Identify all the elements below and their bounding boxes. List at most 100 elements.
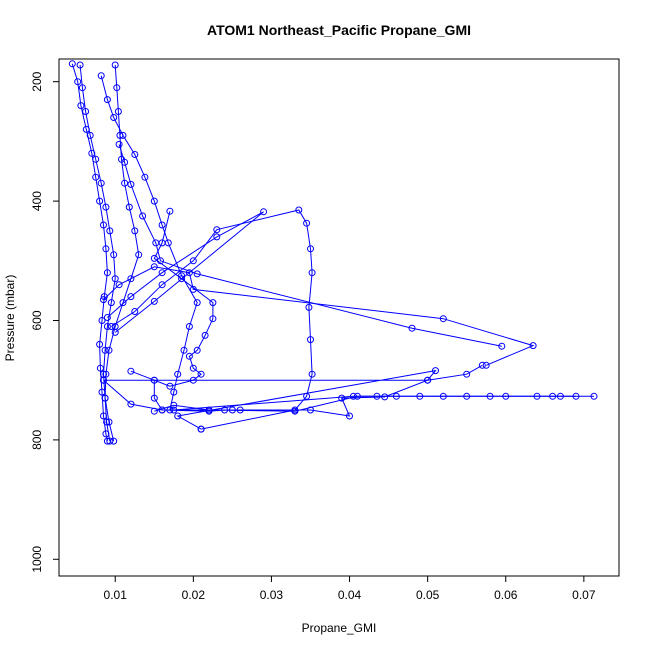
- data-point: [96, 364, 104, 372]
- data-point: [213, 233, 221, 241]
- series-line: [103, 364, 483, 417]
- series-line: [173, 395, 576, 411]
- data-point: [295, 206, 303, 214]
- data-point: [197, 425, 205, 433]
- series-layer: [68, 60, 598, 445]
- data-point: [373, 392, 381, 400]
- data-point: [107, 299, 115, 307]
- data-point: [170, 401, 178, 409]
- data-point: [307, 336, 314, 344]
- data-point: [92, 173, 100, 181]
- data-point: [482, 361, 490, 369]
- data-point: [502, 392, 510, 400]
- data-point: [135, 251, 143, 259]
- data-point: [498, 342, 506, 350]
- data-point: [101, 346, 109, 354]
- data-point: [170, 388, 178, 396]
- data-point: [572, 392, 580, 400]
- data-point: [439, 315, 447, 323]
- data-point: [150, 376, 158, 384]
- data-point: [463, 370, 471, 378]
- chart-title: ATOM1 Northeast_Pacific Propane_GMI: [207, 22, 471, 38]
- data-point: [98, 317, 106, 324]
- data-point: [121, 179, 129, 187]
- data-point: [78, 84, 86, 92]
- data-point: [303, 219, 311, 227]
- data-point: [103, 314, 111, 321]
- data-point: [549, 392, 557, 400]
- series-line: [111, 209, 313, 430]
- data-point: [338, 394, 346, 402]
- data-point: [308, 370, 316, 378]
- data-point: [105, 346, 113, 354]
- data-point: [111, 61, 119, 69]
- data-point: [193, 346, 201, 354]
- data-point: [197, 370, 205, 378]
- data-point: [103, 96, 111, 104]
- series-5: [115, 140, 506, 350]
- data-point: [529, 342, 537, 350]
- data-point: [185, 269, 193, 277]
- data-point: [166, 382, 174, 390]
- data-point: [106, 437, 114, 445]
- data-point: [424, 376, 432, 384]
- data-point: [127, 275, 135, 283]
- data-point: [150, 197, 158, 205]
- data-point: [82, 108, 90, 115]
- data-point: [114, 108, 122, 115]
- x-tick-label: 0.05: [416, 588, 440, 602]
- x-axis: 0.01 0.02 0.03 0.04 0.05 0.06 0.07: [104, 575, 596, 602]
- y-tick-label: 800: [30, 430, 44, 450]
- data-point: [260, 208, 268, 216]
- series-14: [170, 392, 580, 414]
- x-tick-label: 0.03: [260, 588, 284, 602]
- x-tick-label: 0.02: [182, 588, 206, 602]
- data-point: [100, 221, 107, 229]
- series-line: [103, 369, 437, 430]
- data-point: [115, 281, 123, 289]
- data-point: [305, 303, 313, 311]
- data-point: [178, 275, 186, 283]
- y-tick-label: 1000: [30, 546, 44, 573]
- data-point: [119, 131, 127, 139]
- data-point: [115, 140, 123, 148]
- data-point: [158, 221, 166, 229]
- series-line: [107, 211, 264, 333]
- y-axis: 200 400 600 800 1000: [30, 71, 60, 573]
- data-point: [110, 437, 118, 445]
- data-point: [101, 394, 109, 402]
- x-tick-label: 0.04: [338, 588, 362, 602]
- data-point: [213, 226, 221, 234]
- data-point: [346, 412, 353, 420]
- data-point: [103, 323, 111, 330]
- series-line: [103, 266, 535, 366]
- data-point: [150, 297, 158, 305]
- data-point: [478, 361, 486, 369]
- data-point: [416, 392, 424, 400]
- data-point: [102, 245, 110, 253]
- x-tick-label: 0.01: [104, 588, 128, 602]
- data-point: [590, 392, 598, 400]
- data-point: [111, 275, 119, 283]
- data-point: [291, 407, 299, 415]
- series-line: [71, 63, 108, 442]
- data-point: [131, 308, 139, 315]
- data-point: [127, 367, 135, 375]
- data-point: [103, 418, 111, 426]
- plot-frame: [58, 58, 620, 577]
- data-point: [97, 179, 105, 187]
- data-point: [96, 340, 104, 348]
- data-point: [193, 299, 201, 307]
- series-4: [97, 72, 201, 414]
- data-point: [127, 400, 135, 408]
- data-point: [150, 394, 158, 402]
- data-point: [349, 392, 357, 400]
- data-point: [74, 78, 82, 86]
- data-point: [97, 72, 105, 80]
- data-point: [110, 114, 118, 121]
- data-point: [131, 151, 139, 158]
- data-point: [76, 61, 84, 69]
- data-point: [308, 269, 316, 277]
- data-point: [111, 328, 119, 336]
- series-6: [100, 263, 537, 369]
